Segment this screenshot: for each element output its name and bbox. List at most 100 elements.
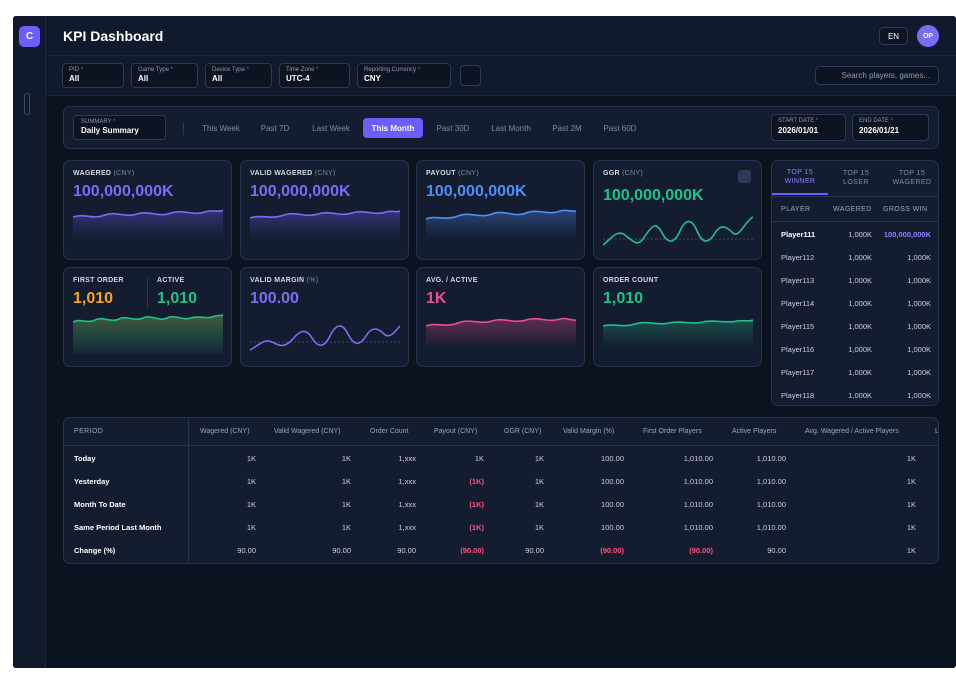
tab-past-30d[interactable]: Past 30D <box>436 123 470 133</box>
column-header: L <box>935 428 939 435</box>
list-item[interactable]: Player112 1,000K 1,000K <box>781 253 931 262</box>
filter-label: Device Type * <box>212 67 249 73</box>
kpi-table: PERIOD Wagered (CNY) Valid Wagered (CNY)… <box>63 417 939 564</box>
list-item[interactable]: Player111 1,000K 100,000,000K <box>781 230 931 239</box>
filter-label: Time Zone * <box>286 67 319 73</box>
kpi-value: 1K <box>426 290 447 307</box>
sidebar-toggle-handle[interactable] <box>24 93 30 115</box>
column-header: GGR (CNY) <box>504 428 542 435</box>
summary-label: SUMMARY * <box>81 119 116 125</box>
kpi-label: GGR (CNY) <box>603 170 644 177</box>
filter-device-type[interactable]: Device Type * All <box>205 63 272 88</box>
kpi-value: 100,000,000K <box>426 183 527 200</box>
summary-select[interactable]: SUMMARY * Daily Summary <box>73 115 166 140</box>
column-header: First Order Players <box>643 428 702 435</box>
filter-value: UTC-4 <box>286 74 310 83</box>
kpi-card-first-order-active: FIRST ORDER 1,010 ACTIVE 1,010 <box>63 267 232 367</box>
tab-last-week[interactable]: Last Week <box>312 123 350 133</box>
filter-time-zone[interactable]: Time Zone * UTC-4 <box>279 63 350 88</box>
tab-past-7d[interactable]: Past 7D <box>260 123 290 133</box>
tab-past-2m[interactable]: Past 2M <box>552 123 582 133</box>
column-header: PLAYER <box>781 206 811 213</box>
kpi-value: 100,000,000K <box>250 183 351 200</box>
tab-this-week[interactable]: This Week <box>202 123 240 133</box>
start-date-value: 2026/01/01 <box>778 126 819 135</box>
column-header: Avg. Wagered / Active Players <box>805 428 899 435</box>
list-item[interactable]: Player115 1,000K 1,000K <box>781 322 931 331</box>
payout-sparkline <box>426 209 576 239</box>
tab-top15-loser[interactable]: TOP 15 LOSER <box>842 169 870 186</box>
column-header: Order Count <box>370 428 409 435</box>
filter-bar: PID * All Game Type * All Device Type * … <box>46 56 956 96</box>
card-option-checkbox[interactable] <box>738 170 751 183</box>
column-header: PERIOD <box>74 428 104 435</box>
top15-header: PLAYER WAGERED GROSS WIN <box>772 196 938 222</box>
search-input[interactable]: Search players, games... <box>815 66 939 85</box>
kpi-card-ggr: GGR (CNY) 100,000,000K <box>593 160 762 260</box>
page-title: KPI Dashboard <box>63 28 164 44</box>
kpi-value: 1,010 <box>603 290 644 307</box>
end-date-label: END DATE * <box>859 118 893 124</box>
table-header: PERIOD Wagered (CNY) Valid Wagered (CNY)… <box>64 418 939 446</box>
active-value: 1,010 <box>157 290 198 307</box>
kpi-card-wagered: WAGERED (CNY) 100,000,000K <box>63 160 232 260</box>
end-date-value: 2026/01/21 <box>859 126 900 135</box>
kpi-value: 100,000,000K <box>73 183 174 200</box>
tab-top15-wagered[interactable]: TOP 15 WAGERED <box>892 169 932 186</box>
tab-past-60d[interactable]: Past 60D <box>603 123 637 133</box>
table-row[interactable]: Same Period Last Month 1K 1K 1,xxx (1K) … <box>74 523 916 532</box>
tab-last-month[interactable]: Last Month <box>491 123 531 133</box>
app-window: C KPI Dashboard EN OP PID * All Game Typ… <box>13 16 956 668</box>
kpi-label: ORDER COUNT <box>603 277 659 284</box>
kpi-label: VALID WAGERED (CNY) <box>250 170 336 177</box>
top15-panel: TOP 15 WINNER TOP 15 LOSER TOP 15 WAGERED P… <box>771 160 939 406</box>
list-item[interactable]: Player116 1,000K 1,000K <box>781 345 931 354</box>
list-item[interactable]: Player113 1,000K 1,000K <box>781 276 931 285</box>
top-header: KPI Dashboard EN OP <box>46 16 956 56</box>
start-date-label: START DATE * <box>778 118 819 124</box>
divider <box>188 418 189 563</box>
list-item[interactable]: Player114 1,000K 1,000K <box>781 299 931 308</box>
period-bar: SUMMARY * Daily Summary This Week Past 7… <box>63 106 939 149</box>
kpi-card-payout: PAYOUT (CNY) 100,000,000K <box>416 160 585 260</box>
filter-value: CNY <box>364 74 381 83</box>
ggr-sparkline <box>603 216 753 246</box>
list-item[interactable]: Player118 1,000K 1,000K <box>781 391 931 400</box>
table-row[interactable]: Month To Date 1K 1K 1,xxx (1K) 1K 100.00… <box>74 500 916 509</box>
language-button[interactable]: EN <box>879 27 908 45</box>
divider <box>147 278 148 308</box>
user-avatar[interactable]: OP <box>917 25 939 47</box>
kpi-label: WAGERED (CNY) <box>73 170 135 177</box>
kpi-label: VALID MARGIN (%) <box>250 277 319 284</box>
tab-top15-winner[interactable]: TOP 15 WINNER <box>772 161 828 195</box>
column-header: Payout (CNY) <box>434 428 478 435</box>
list-item[interactable]: Player117 1,000K 1,000K <box>781 368 931 377</box>
kpi-card-valid-margin: VALID MARGIN (%) 100.00 <box>240 267 409 367</box>
first-order-active-sparkline <box>73 314 223 354</box>
table-row[interactable]: Today 1K 1K 1,xxx 1K 1K 100.00 1,010.00 … <box>74 454 916 463</box>
filter-label: Reporting Currency * <box>364 67 421 73</box>
filter-value: All <box>138 74 149 83</box>
start-date-field[interactable]: START DATE * 2026/01/01 <box>771 114 846 141</box>
table-row[interactable]: Change (%) 90.00 90.00 90.00 (90.00) 90.… <box>74 546 916 555</box>
table-row[interactable]: Yesterday 1K 1K 1,xxx (1K) 1K 100.00 1,0… <box>74 477 916 486</box>
filter-label: Game Type * <box>138 67 173 73</box>
kpi-card-valid-wagered: VALID WAGERED (CNY) 100,000,000K <box>240 160 409 260</box>
column-header: Wagered (CNY) <box>200 428 250 435</box>
tab-this-month[interactable]: This Month <box>363 118 423 138</box>
first-order-value: 1,010 <box>73 290 114 307</box>
end-date-field[interactable]: END DATE * 2026/01/21 <box>852 114 929 141</box>
filter-label: PID * <box>69 67 84 73</box>
kpi-value: 100.00 <box>250 290 299 307</box>
wagered-sparkline <box>73 209 223 239</box>
filter-reporting-currency[interactable]: Reporting Currency * CNY <box>357 63 451 88</box>
filter-extra-button[interactable] <box>460 65 481 86</box>
filter-pid[interactable]: PID * All <box>62 63 124 88</box>
filter-value: All <box>69 74 80 83</box>
first-order-label: FIRST ORDER <box>73 277 124 284</box>
divider <box>183 122 184 135</box>
app-logo[interactable]: C <box>19 26 40 47</box>
filter-game-type[interactable]: Game Type * All <box>131 63 198 88</box>
active-label: ACTIVE <box>157 277 185 284</box>
column-header: WAGERED <box>833 206 872 213</box>
